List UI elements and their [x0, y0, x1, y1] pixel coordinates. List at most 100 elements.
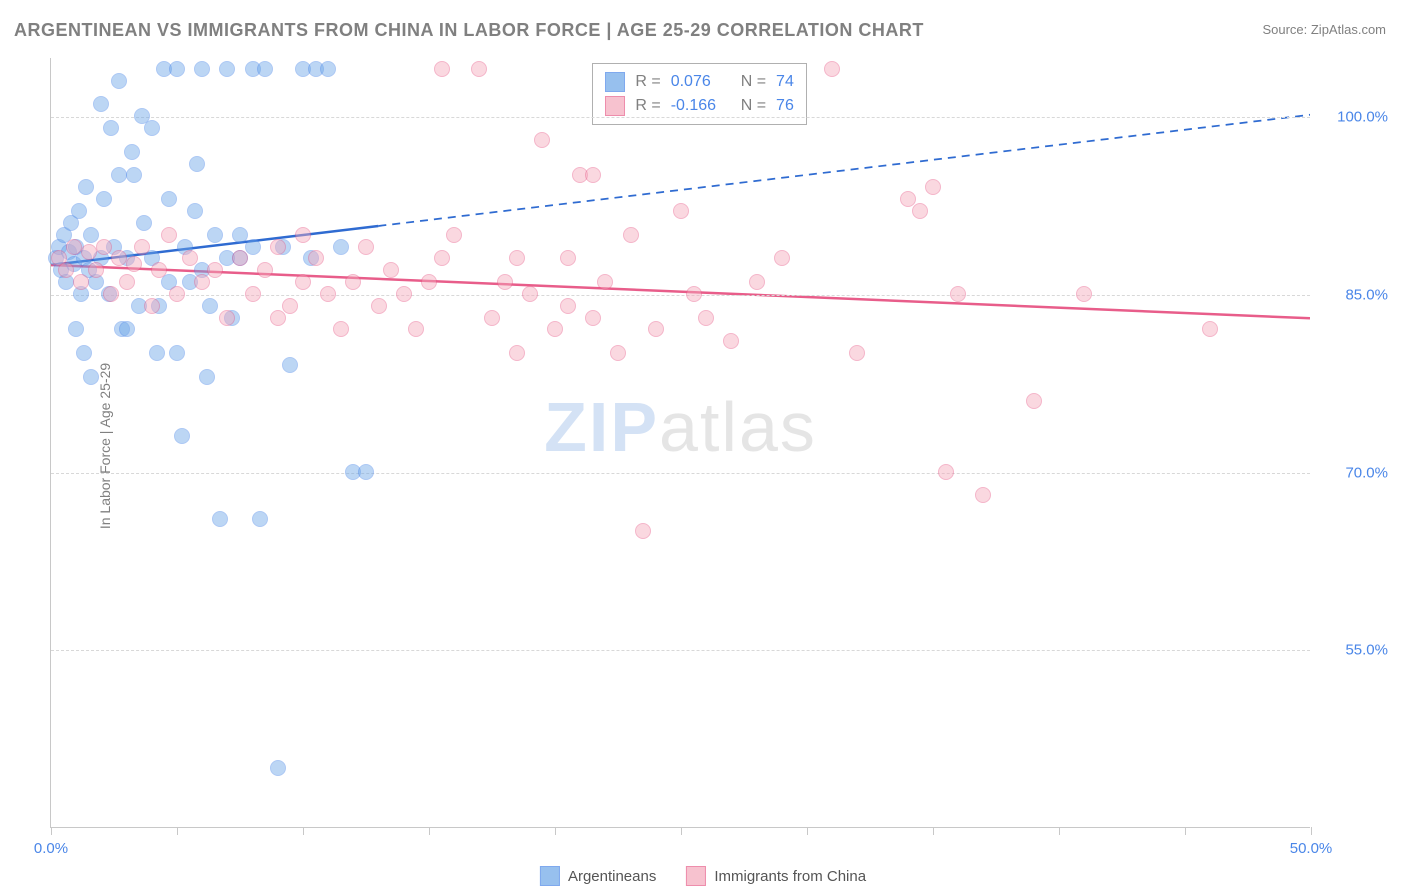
scatter-point	[66, 239, 82, 255]
xtick	[1059, 827, 1060, 835]
scatter-point	[610, 345, 626, 361]
stats-row: R = 0.076 N = 74	[605, 70, 793, 94]
xtick	[807, 827, 808, 835]
scatter-point	[597, 274, 613, 290]
scatter-point	[270, 239, 286, 255]
scatter-point	[446, 227, 462, 243]
scatter-point	[497, 274, 513, 290]
scatter-point	[252, 511, 268, 527]
scatter-point	[308, 250, 324, 266]
correlation-stats-box: R = 0.076 N = 74R = -0.166N = 76	[592, 63, 806, 125]
scatter-point	[396, 286, 412, 302]
xtick	[1311, 827, 1312, 835]
scatter-point	[76, 345, 92, 361]
scatter-point	[333, 321, 349, 337]
scatter-point	[484, 310, 500, 326]
scatter-point	[232, 250, 248, 266]
scatter-point	[257, 262, 273, 278]
trend-lines-svg	[51, 58, 1310, 827]
bottom-legend: ArgentineansImmigrants from China	[540, 866, 866, 886]
scatter-point	[774, 250, 790, 266]
scatter-point	[749, 274, 765, 290]
stats-n-label: N =	[741, 70, 766, 94]
legend-swatch	[686, 866, 706, 886]
stats-r-label: R =	[635, 94, 660, 118]
scatter-point	[219, 310, 235, 326]
scatter-point	[560, 250, 576, 266]
scatter-point	[270, 760, 286, 776]
scatter-point	[371, 298, 387, 314]
scatter-point	[219, 61, 235, 77]
scatter-point	[975, 487, 991, 503]
gridline-h	[51, 473, 1310, 474]
scatter-point	[1202, 321, 1218, 337]
stats-n-label: N =	[741, 94, 766, 118]
scatter-point	[547, 321, 563, 337]
watermark: ZIPatlas	[544, 387, 817, 467]
scatter-point	[111, 167, 127, 183]
chart-title: ARGENTINEAN VS IMMIGRANTS FROM CHINA IN …	[14, 20, 924, 41]
legend-label: Immigrants from China	[714, 868, 866, 885]
scatter-point	[295, 274, 311, 290]
scatter-point	[648, 321, 664, 337]
stats-n-value: 74	[776, 70, 794, 94]
scatter-point	[124, 144, 140, 160]
scatter-point	[71, 203, 87, 219]
scatter-point	[849, 345, 865, 361]
scatter-point	[358, 239, 374, 255]
xtick-label: 0.0%	[34, 840, 68, 857]
scatter-point	[534, 132, 550, 148]
scatter-point	[686, 286, 702, 302]
scatter-point	[199, 369, 215, 385]
scatter-point	[119, 321, 135, 337]
scatter-point	[673, 203, 689, 219]
scatter-point	[149, 345, 165, 361]
scatter-point	[111, 250, 127, 266]
legend-item: Immigrants from China	[686, 866, 866, 886]
scatter-point	[698, 310, 714, 326]
xtick	[681, 827, 682, 835]
scatter-point	[93, 96, 109, 112]
stats-n-value: 76	[776, 94, 794, 118]
scatter-point	[161, 227, 177, 243]
scatter-point	[408, 321, 424, 337]
scatter-point	[245, 286, 261, 302]
scatter-point	[509, 345, 525, 361]
xtick	[177, 827, 178, 835]
gridline-h	[51, 295, 1310, 296]
scatter-point	[509, 250, 525, 266]
scatter-point	[585, 167, 601, 183]
scatter-point	[345, 274, 361, 290]
scatter-point	[126, 167, 142, 183]
scatter-point	[134, 239, 150, 255]
scatter-point	[134, 108, 150, 124]
scatter-point	[189, 156, 205, 172]
xtick	[933, 827, 934, 835]
stats-row: R = -0.166N = 76	[605, 94, 793, 118]
scatter-point	[950, 286, 966, 302]
scatter-point	[282, 357, 298, 373]
series-swatch	[605, 72, 625, 92]
scatter-point	[119, 274, 135, 290]
scatter-point	[1076, 286, 1092, 302]
stats-r-label: R =	[635, 70, 660, 94]
ytick-label: 85.0%	[1318, 286, 1388, 303]
scatter-point	[174, 428, 190, 444]
scatter-point	[111, 73, 127, 89]
stats-r-value: 0.076	[671, 70, 731, 94]
scatter-point	[635, 523, 651, 539]
scatter-point	[144, 298, 160, 314]
scatter-point	[169, 61, 185, 77]
gridline-h	[51, 650, 1310, 651]
scatter-point	[187, 203, 203, 219]
scatter-point	[136, 215, 152, 231]
scatter-point	[169, 286, 185, 302]
scatter-point	[320, 61, 336, 77]
scatter-point	[182, 250, 198, 266]
scatter-point	[1026, 393, 1042, 409]
scatter-point	[83, 369, 99, 385]
scatter-point	[925, 179, 941, 195]
scatter-point	[434, 61, 450, 77]
scatter-point	[421, 274, 437, 290]
series-swatch	[605, 96, 625, 116]
